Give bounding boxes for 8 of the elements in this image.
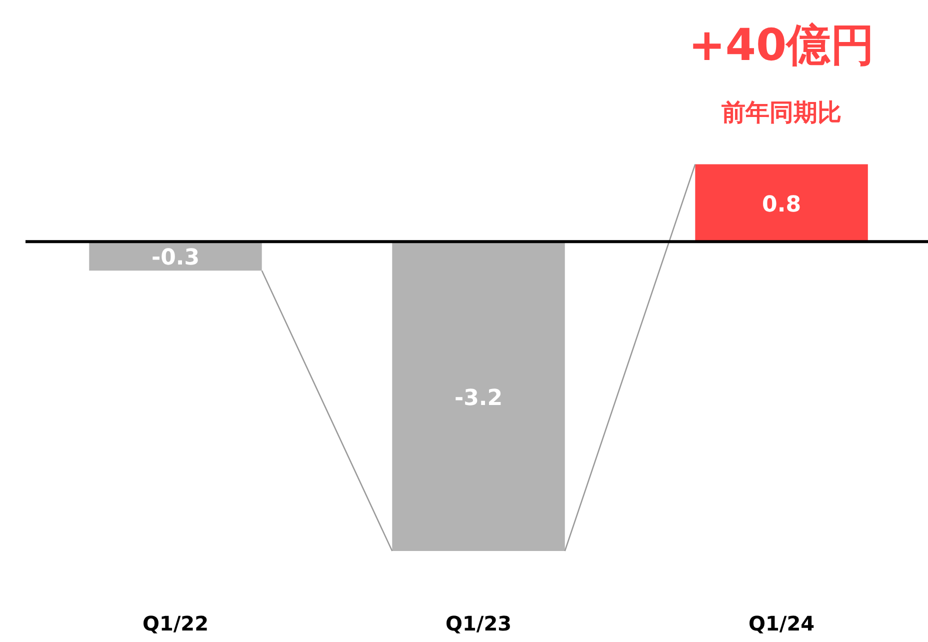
x-tick-label: Q1/23 — [445, 612, 512, 636]
data-label: -0.3 — [151, 246, 200, 271]
x-tick-label: Q1/22 — [142, 612, 209, 636]
x-tick-label: Q1/24 — [748, 612, 815, 636]
data-label: 0.8 — [762, 192, 802, 218]
data-label: -3.2 — [454, 386, 503, 411]
text: 前年同期比 — [720, 98, 842, 126]
text: +40億円 — [688, 20, 875, 71]
